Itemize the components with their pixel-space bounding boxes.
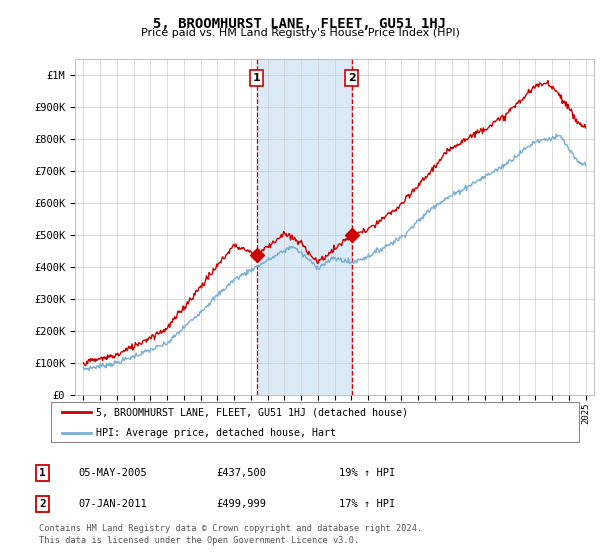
Bar (257, 59, 352, 395)
Text: 1: 1 (39, 468, 46, 478)
Text: This data is licensed under the Open Government Licence v3.0.: This data is licensed under the Open Gov… (39, 536, 359, 545)
Text: 05-MAY-2005: 05-MAY-2005 (78, 468, 147, 478)
Text: 2: 2 (39, 499, 46, 509)
Text: £437,500: £437,500 (216, 468, 266, 478)
Text: Price paid vs. HM Land Registry's House Price Index (HPI): Price paid vs. HM Land Registry's House … (140, 28, 460, 38)
Text: 17% ↑ HPI: 17% ↑ HPI (339, 499, 395, 509)
Text: 5, BROOMHURST LANE, FLEET, GU51 1HJ: 5, BROOMHURST LANE, FLEET, GU51 1HJ (154, 17, 446, 31)
Text: 5, BROOMHURST LANE, FLEET, GU51 1HJ (detached house): 5, BROOMHURST LANE, FLEET, GU51 1HJ (det… (96, 407, 408, 417)
Text: 2: 2 (348, 73, 355, 83)
Text: £499,999: £499,999 (216, 499, 266, 509)
Text: HPI: Average price, detached house, Hart: HPI: Average price, detached house, Hart (96, 428, 336, 438)
Text: 19% ↑ HPI: 19% ↑ HPI (339, 468, 395, 478)
FancyBboxPatch shape (51, 402, 579, 442)
Text: Contains HM Land Registry data © Crown copyright and database right 2024.: Contains HM Land Registry data © Crown c… (39, 524, 422, 533)
Text: 1: 1 (253, 73, 260, 83)
Text: 07-JAN-2011: 07-JAN-2011 (78, 499, 147, 509)
